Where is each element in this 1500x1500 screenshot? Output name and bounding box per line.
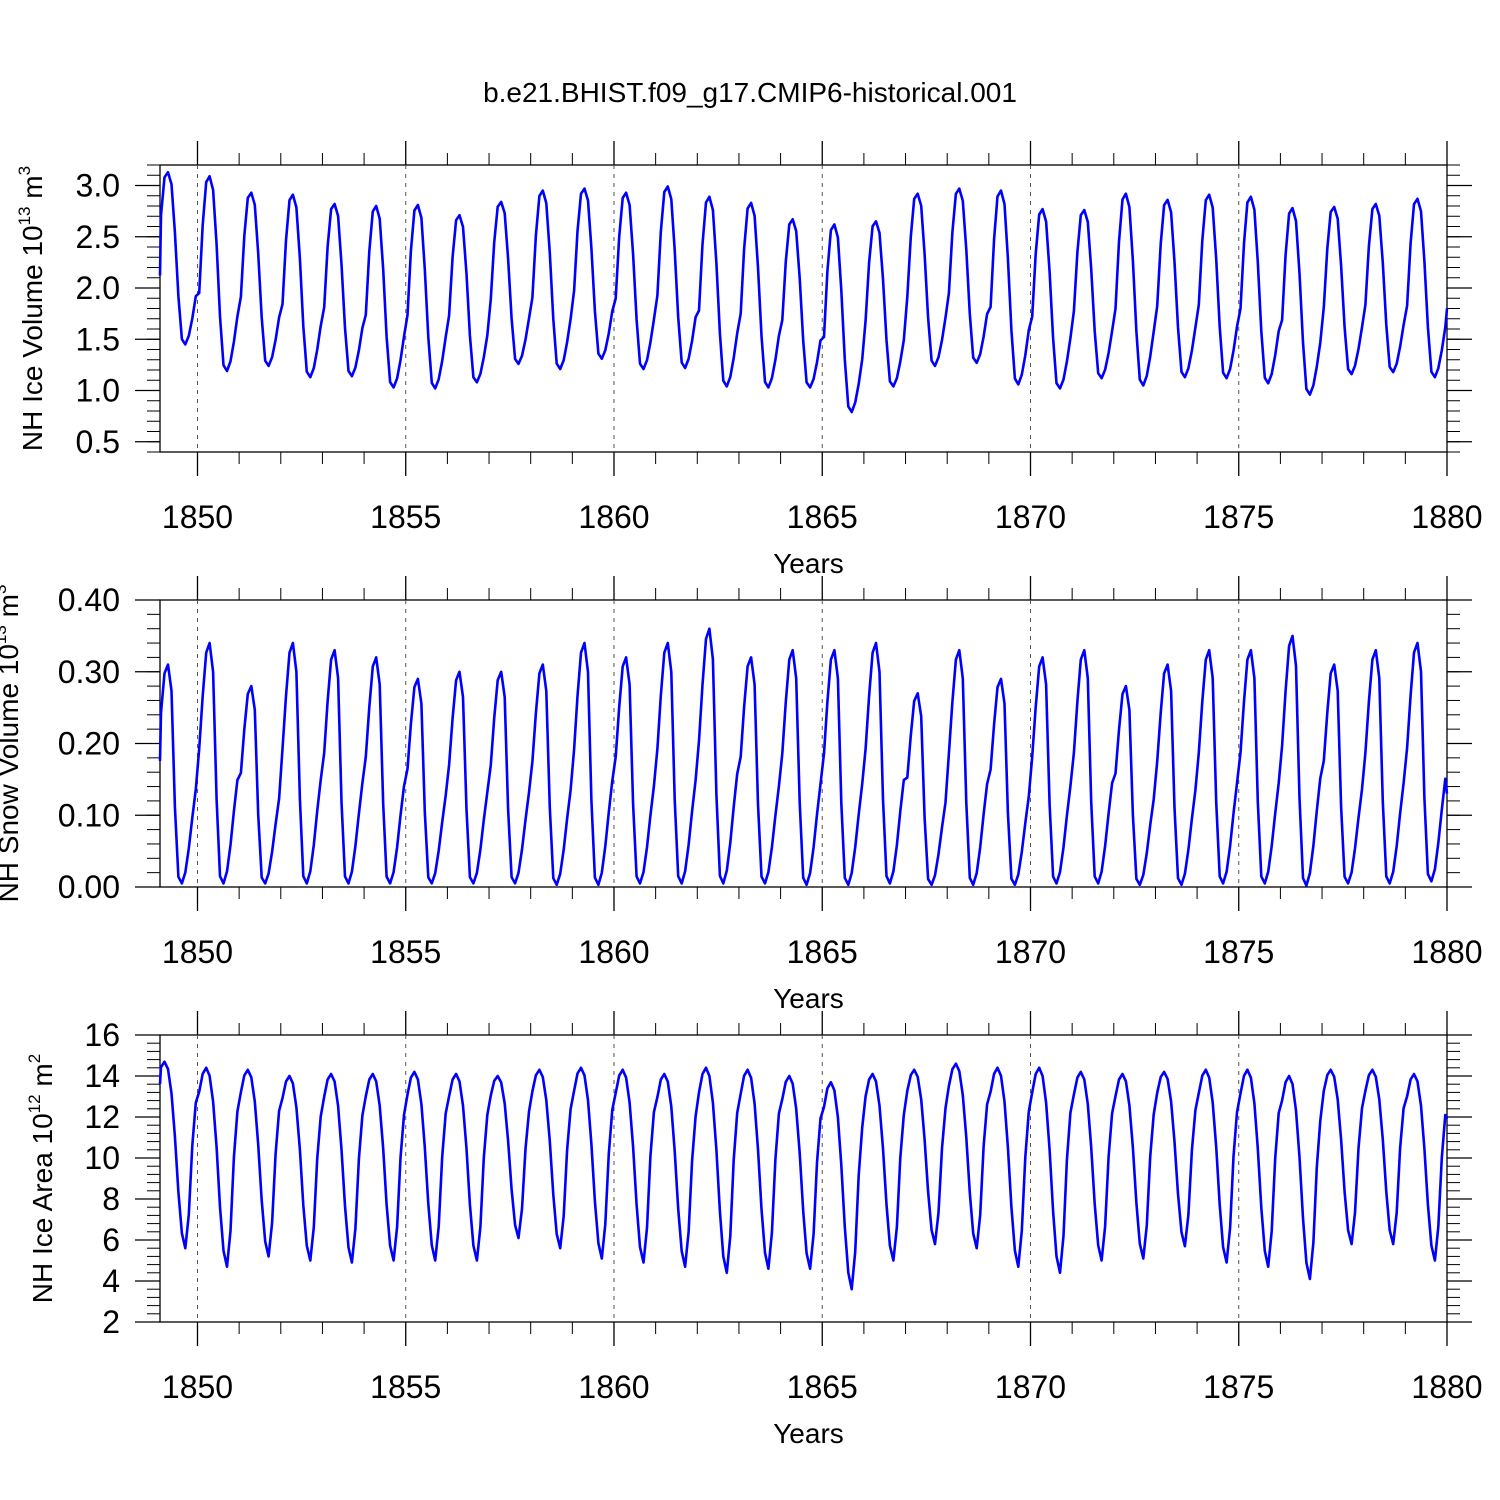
y-tick-label: 16 [84, 1017, 120, 1053]
y-tick-label: 0.00 [58, 869, 120, 905]
x-tick-label: 1870 [995, 934, 1066, 970]
y-tick-label: 14 [84, 1058, 120, 1094]
plot-frame [159, 599, 1448, 888]
x-tick-label: 1880 [1411, 1369, 1482, 1405]
series-line-ice_area [158, 1060, 1449, 1291]
y-tick-label: 2.0 [76, 270, 120, 306]
plot-frame [159, 1034, 1448, 1323]
x-tick-label: 1860 [578, 499, 649, 535]
y-tick-label: 2 [102, 1304, 120, 1340]
panel-snow_volume: 1850 1855 1860 1865 1870 1875 1880 0.00 0.10 0.20… [0, 576, 1483, 1014]
y-tick-label: 1.0 [76, 373, 120, 409]
panels: 1850 1855 1860 1865 1870 1875 1880 0.5 1.0 1.5 2.0… [0, 141, 1483, 1449]
x-tick-label: 1850 [162, 499, 233, 535]
y-tick-label: 10 [84, 1140, 120, 1176]
y-tick-label: 0.30 [58, 654, 120, 690]
y-tick-label: 0.5 [76, 424, 120, 460]
x-axis-label: Years [773, 983, 844, 1014]
x-tick-label: 1875 [1203, 1369, 1274, 1405]
x-tick-label: 1850 [162, 934, 233, 970]
y-tick-label: 6 [102, 1222, 120, 1258]
series-line-ice_volume [158, 170, 1449, 414]
x-tick-label: 1880 [1411, 934, 1482, 970]
x-tick-label: 1880 [1411, 499, 1482, 535]
x-tick-label: 1870 [995, 1369, 1066, 1405]
x-tick-label: 1855 [370, 499, 441, 535]
y-tick-label: 2.5 [76, 219, 120, 255]
panel-ice_area: 1850 1855 1860 1865 1870 1875 1880 2 4 6 8 10 12 14 16… [25, 1011, 1483, 1449]
y-tick-label: 4 [102, 1263, 120, 1299]
y-tick-label: 12 [84, 1099, 120, 1135]
x-tick-label: 1865 [787, 934, 858, 970]
x-axis-label: Years [773, 1418, 844, 1449]
x-tick-label: 1865 [787, 499, 858, 535]
x-tick-label: 1865 [787, 1369, 858, 1405]
x-tick-label: 1870 [995, 499, 1066, 535]
figure-title: b.e21.BHIST.f09_g17.CMIP6-historical.001 [483, 77, 1017, 108]
y-tick-label: 8 [102, 1181, 120, 1217]
y-tick-label: 3.0 [76, 168, 120, 204]
x-tick-label: 1875 [1203, 934, 1274, 970]
y-tick-label: 1.5 [76, 321, 120, 357]
x-axis-label: Years [773, 548, 844, 579]
x-tick-label: 1860 [578, 934, 649, 970]
x-tick-label: 1850 [162, 1369, 233, 1405]
y-tick-label: 0.40 [58, 582, 120, 618]
x-tick-label: 1855 [370, 934, 441, 970]
y-tick-label: 0.20 [58, 726, 120, 762]
y-axis-label: NH Snow Volume 1013 m3 [0, 585, 24, 903]
x-tick-label: 1860 [578, 1369, 649, 1405]
panel-ice_volume: 1850 1855 1860 1865 1870 1875 1880 0.5 1.0 1.5 2.0… [15, 141, 1483, 579]
x-tick-label: 1855 [370, 1369, 441, 1405]
series-line-snow_volume [158, 627, 1449, 887]
y-axis-label: NH Ice Volume 1013 m3 [15, 166, 48, 451]
x-tick-label: 1875 [1203, 499, 1274, 535]
y-axis-label: NH Ice Area 1012 m2 [25, 1054, 58, 1303]
y-tick-label: 0.10 [58, 797, 120, 833]
